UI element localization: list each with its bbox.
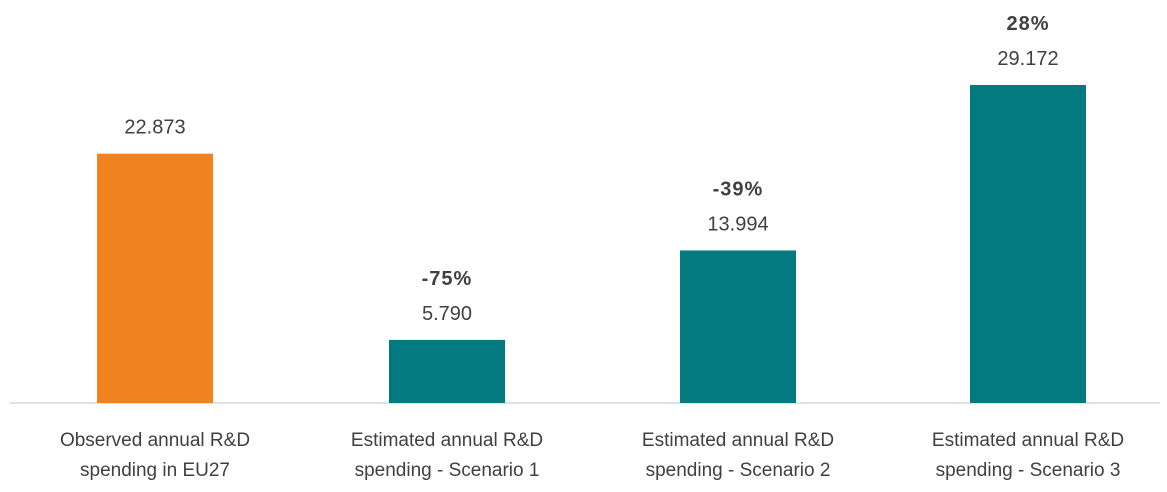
bar-4 bbox=[970, 85, 1086, 403]
category-label-1-line-1: Observed annual R&D bbox=[60, 430, 250, 451]
value-label-4: 29.172 bbox=[997, 48, 1058, 70]
value-label-1: 22.873 bbox=[124, 117, 185, 139]
category-label-2-line-2: spending - Scenario 1 bbox=[355, 460, 540, 481]
category-label-3-line-2: spending - Scenario 2 bbox=[646, 460, 831, 481]
category-label-4-line-1: Estimated annual R&D bbox=[932, 430, 1124, 451]
change-label-4: 28% bbox=[1006, 13, 1049, 35]
change-label-3: -39% bbox=[713, 178, 764, 200]
category-label-3-line-1: Estimated annual R&D bbox=[642, 430, 834, 451]
category-label-1-line-2: spending in EU27 bbox=[80, 460, 230, 481]
value-label-2: 5.790 bbox=[422, 303, 472, 325]
bar-1 bbox=[97, 153, 213, 403]
change-label-2: -75% bbox=[422, 268, 473, 290]
value-label-3: 13.994 bbox=[707, 213, 768, 235]
category-label-2-line-1: Estimated annual R&D bbox=[351, 430, 543, 451]
bar-3 bbox=[680, 250, 796, 403]
bar-2 bbox=[389, 339, 505, 403]
category-label-4-line-2: spending - Scenario 3 bbox=[936, 460, 1121, 481]
